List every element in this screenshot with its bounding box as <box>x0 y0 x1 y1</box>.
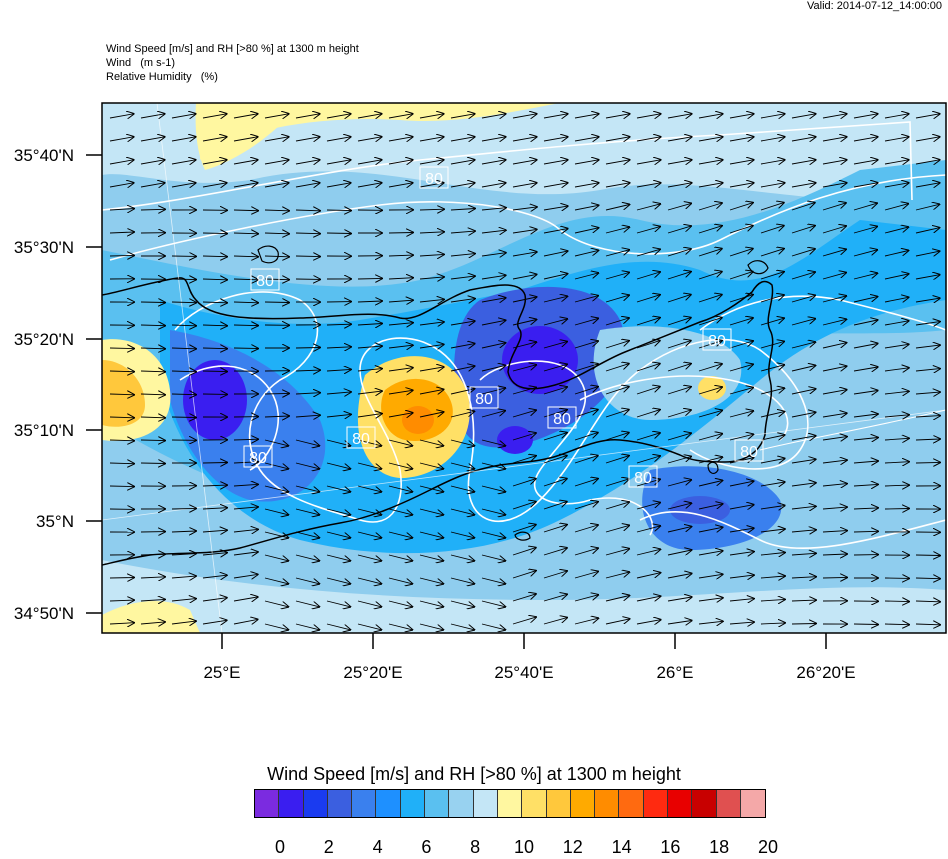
colorbar-swatch <box>595 790 619 817</box>
contour-label: 80 <box>256 273 274 290</box>
colorbar-swatch <box>352 790 376 817</box>
lon-label: 25°E <box>203 663 240 682</box>
contour-label: 80 <box>352 431 370 448</box>
colorbar-swatch <box>304 790 328 817</box>
contour-label: 80 <box>708 333 726 350</box>
colorbar-swatch <box>717 790 741 817</box>
colorbar-tick-label: 12 <box>563 837 583 858</box>
wind-vector <box>141 463 165 464</box>
colorbar-swatch <box>619 790 643 817</box>
colorbar-swatches <box>254 789 766 818</box>
wind-core-4 <box>670 496 730 524</box>
wind-vector <box>141 440 165 441</box>
wind-core-orange-center <box>402 406 434 434</box>
wind-vector <box>203 463 227 464</box>
lon-label: 26°20'E <box>796 663 855 682</box>
wind-vector <box>358 278 382 279</box>
lat-label: 35°20'N <box>14 330 74 349</box>
map-field <box>102 103 946 633</box>
colorbar-swatch <box>547 790 571 817</box>
wind-vector <box>792 624 816 625</box>
colorbar-tick-label: 10 <box>514 837 534 858</box>
colorbar-swatch <box>401 790 425 817</box>
lon-label: 25°40'E <box>494 663 553 682</box>
colorbar-swatch <box>644 790 668 817</box>
colorbar-swatch <box>741 790 765 817</box>
colorbar-tick-label: 14 <box>612 837 632 858</box>
wind-vector <box>110 578 134 579</box>
contour-label: 80 <box>634 470 652 487</box>
wind-vector <box>203 371 227 372</box>
contour-label: 80 <box>740 444 758 461</box>
wind-vector <box>234 325 258 326</box>
colorbar-tick-label: 0 <box>275 837 285 858</box>
colorbar-swatch <box>279 790 303 817</box>
colorbar-swatch <box>498 790 522 817</box>
colorbar-swatch <box>376 790 400 817</box>
lon-label: 26°E <box>656 663 693 682</box>
lat-label: 35°10'N <box>14 421 74 440</box>
wind-vector <box>854 624 878 625</box>
contour-label: 80 <box>475 391 493 408</box>
wind-vector <box>141 302 165 303</box>
colorbar-swatch <box>474 790 498 817</box>
wind-core-2 <box>502 326 578 394</box>
colorbar-tick-label: 16 <box>660 837 680 858</box>
colorbar-tick-label: 2 <box>324 837 334 858</box>
colorbar-title: Wind Speed [m/s] and RH [>80 %] at 1300 … <box>0 764 948 785</box>
lon-label: 25°20'E <box>343 663 402 682</box>
lat-label: 35°30'N <box>14 238 74 257</box>
colorbar-tick-label: 20 <box>758 837 778 858</box>
colorbar-swatch <box>668 790 692 817</box>
wind-core-3 <box>497 426 533 454</box>
contour-label: 80 <box>553 411 571 428</box>
wind-vector <box>885 601 909 602</box>
lat-label: 35°40'N <box>14 146 74 165</box>
colorbar-tick-label: 8 <box>470 837 480 858</box>
colorbar-swatch <box>522 790 546 817</box>
colorbar-swatch <box>449 790 473 817</box>
wind-vector <box>172 417 196 418</box>
colorbar-swatch <box>425 790 449 817</box>
contour-label: 80 <box>425 171 443 188</box>
wind-vector <box>110 348 134 349</box>
colorbar-swatch <box>255 790 279 817</box>
wind-vector <box>885 509 909 510</box>
wind-vector <box>172 279 196 280</box>
wind-vector <box>296 256 320 257</box>
colorbar-tick-label: 6 <box>421 837 431 858</box>
lat-label: 34°50'N <box>14 604 74 623</box>
colorbar-tick-label: 4 <box>373 837 383 858</box>
colorbar-swatch <box>692 790 716 817</box>
wind-vector <box>265 302 289 303</box>
wind-vector <box>916 555 940 556</box>
wind-vector <box>110 486 134 487</box>
colorbar-swatch <box>328 790 352 817</box>
lat-label: 35°N <box>36 512 74 531</box>
map-figure: 80 80 80 80 80 80 80 80 80 35°40'N 35°30'N 35°20'N… <box>0 0 948 760</box>
wind-vector <box>234 348 258 349</box>
wind-vector <box>265 393 289 394</box>
wind-vector <box>327 233 351 234</box>
wind-band-yellow-east <box>698 376 726 400</box>
wind-vector <box>823 577 847 578</box>
contour-label: 80 <box>249 450 267 467</box>
colorbar-tick-labels: 0 2 4 6 8 10 12 14 16 18 20 <box>254 837 814 859</box>
colorbar-tick-label: 18 <box>709 837 729 858</box>
wind-vector <box>389 233 413 234</box>
wind-vector <box>296 348 320 349</box>
wind-vector <box>203 233 227 234</box>
wind-vector <box>327 210 351 211</box>
wind-vector <box>172 508 196 509</box>
colorbar-swatch <box>571 790 595 817</box>
wind-vector <box>916 462 940 463</box>
wind-vector <box>110 255 134 256</box>
